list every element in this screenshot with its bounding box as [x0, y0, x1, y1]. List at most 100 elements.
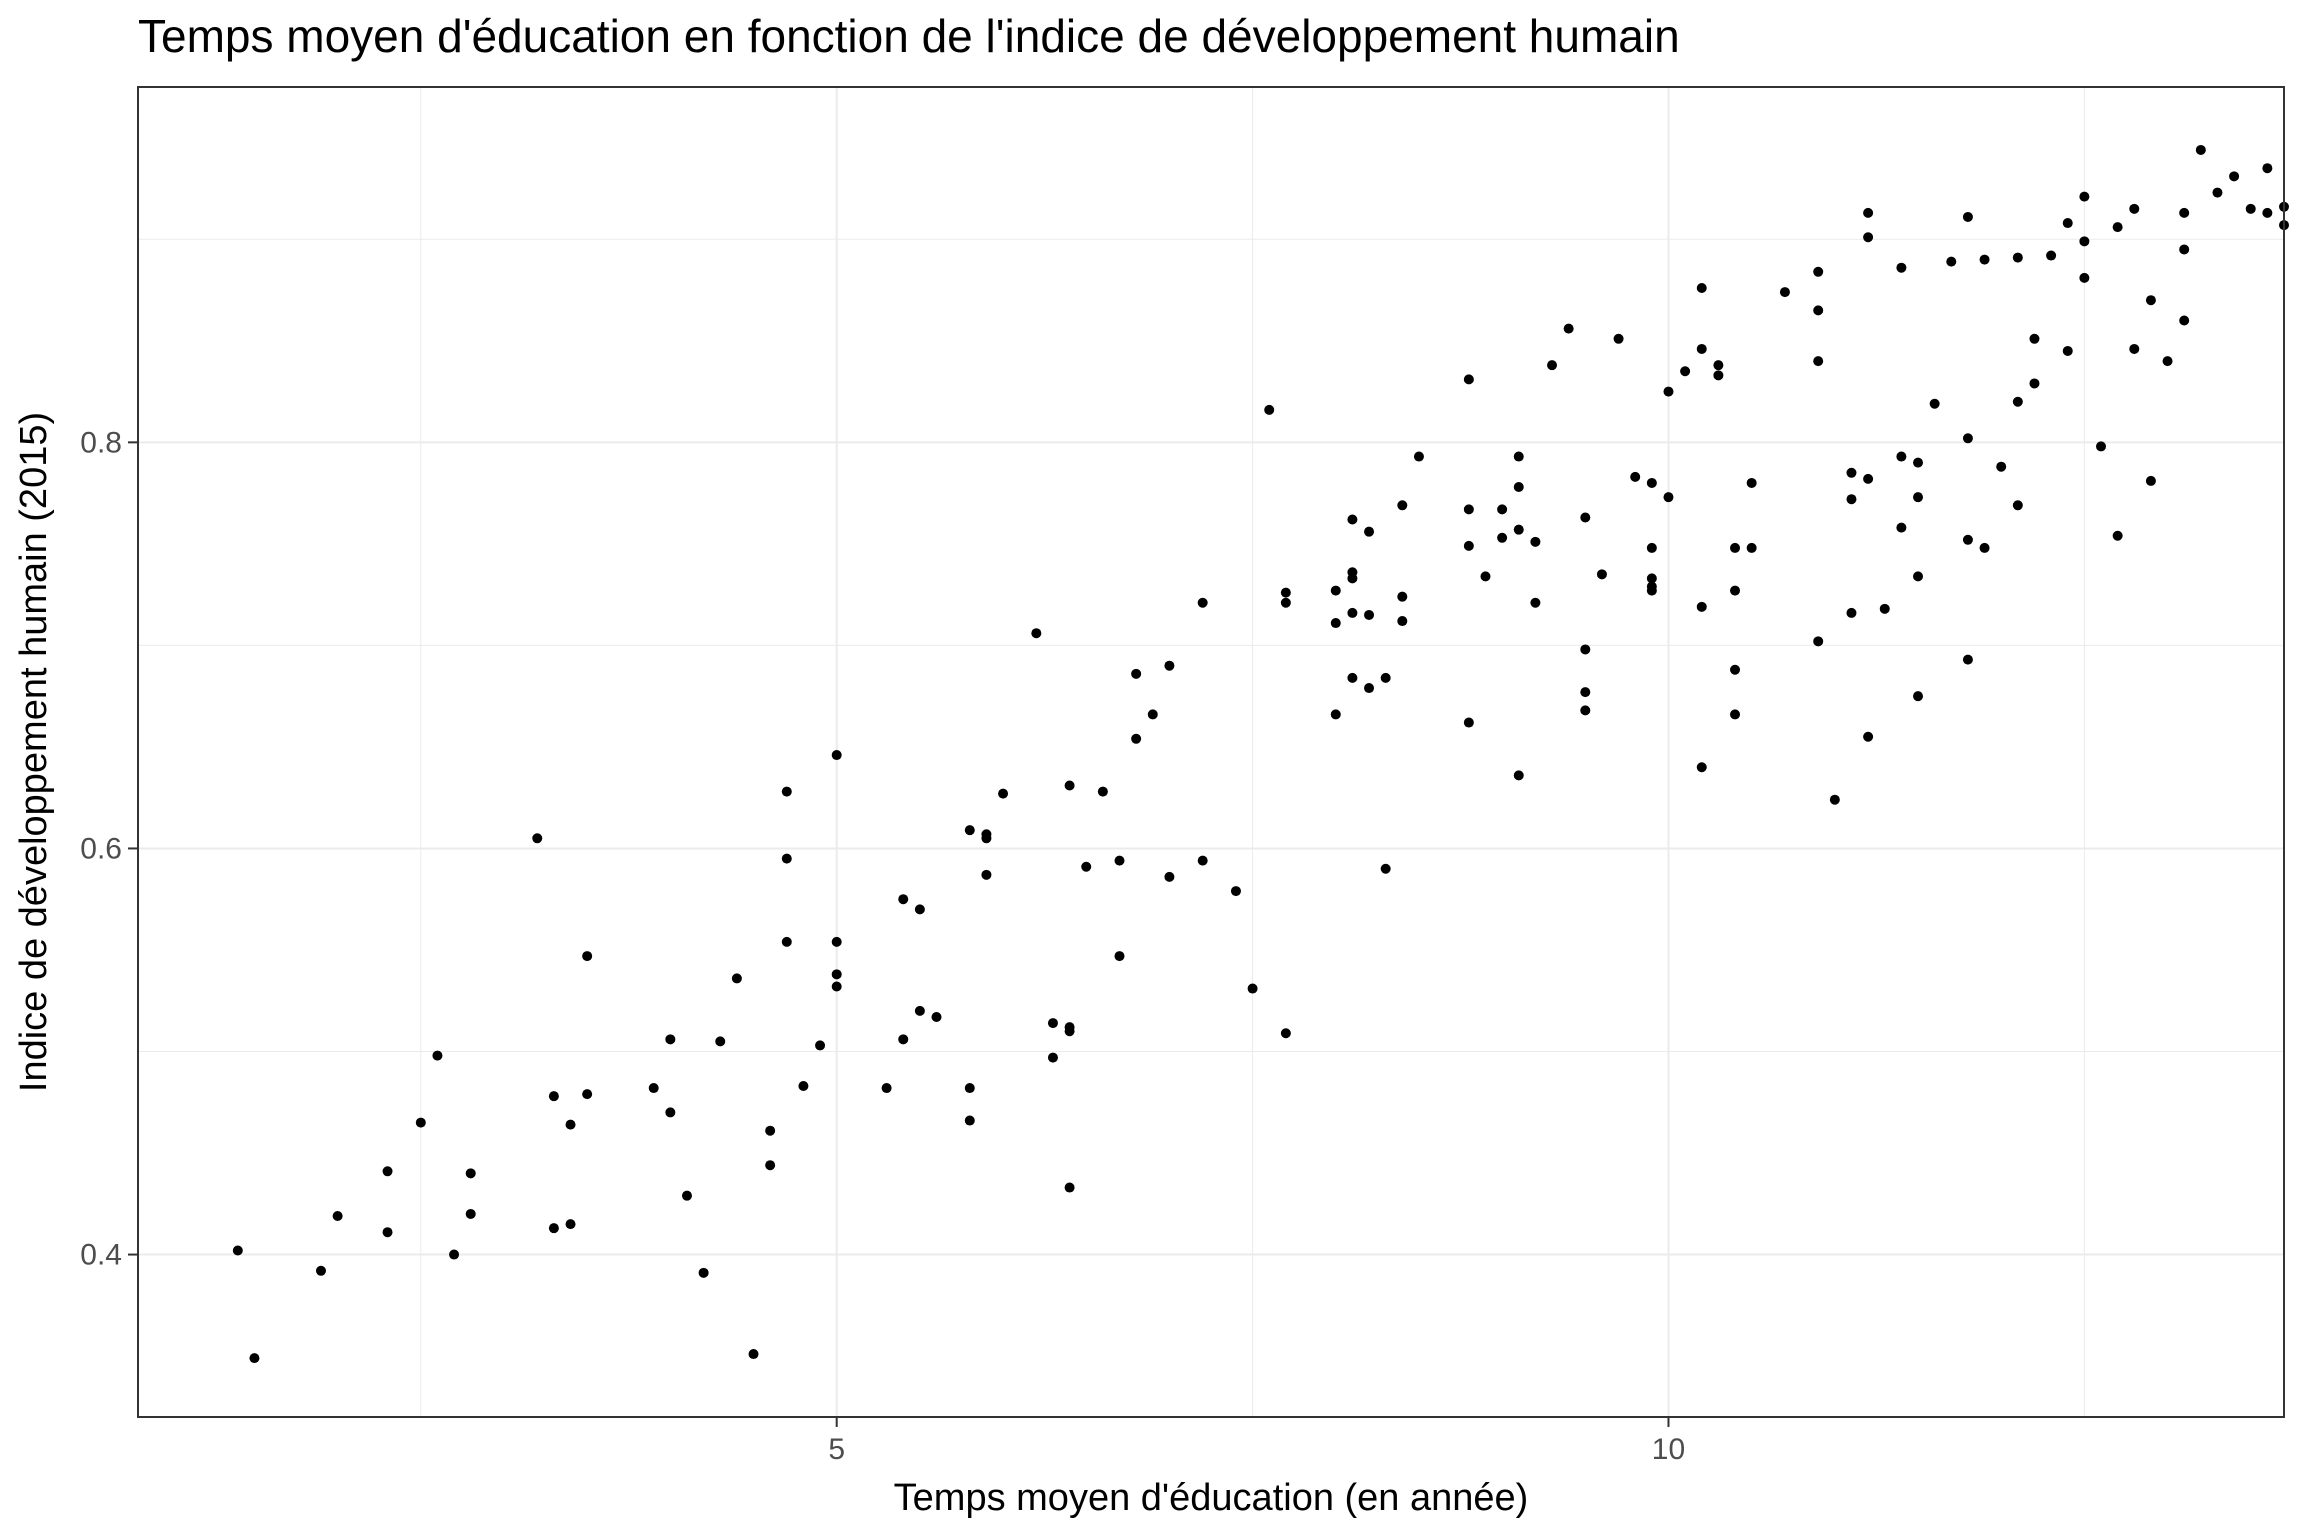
data-point	[1913, 492, 1924, 503]
data-point	[1147, 709, 1158, 720]
data-point	[2029, 333, 2040, 344]
data-point	[765, 1125, 776, 1136]
data-point	[1979, 542, 1990, 553]
data-point	[315, 1265, 326, 1276]
data-point	[1962, 654, 1973, 665]
data-point	[2129, 343, 2140, 354]
x-axis-title: Temps moyen d'éducation (en année)	[894, 1477, 1529, 1519]
data-point	[1746, 477, 1757, 488]
data-point	[981, 869, 992, 880]
data-point	[1696, 283, 1707, 294]
data-point	[1730, 664, 1741, 675]
data-point	[1613, 333, 1624, 344]
data-point	[1047, 1052, 1058, 1063]
data-point	[781, 786, 792, 797]
data-point	[1962, 211, 1973, 222]
data-point	[1330, 709, 1341, 720]
data-point	[681, 1190, 692, 1201]
data-point	[2062, 218, 2073, 229]
data-point	[1330, 618, 1341, 629]
data-point	[582, 1089, 593, 1100]
data-point	[1397, 500, 1408, 511]
data-point	[1879, 603, 1890, 614]
data-point	[1513, 770, 1524, 781]
data-point	[2079, 191, 2090, 202]
data-point	[1563, 323, 1574, 334]
data-point	[1114, 855, 1125, 866]
data-point	[1097, 786, 1108, 797]
data-point	[532, 833, 543, 844]
data-point	[2262, 163, 2273, 174]
data-point	[1497, 504, 1508, 515]
data-point	[1730, 542, 1741, 553]
data-point	[1264, 404, 1275, 415]
data-point	[2179, 207, 2190, 218]
data-point	[2062, 345, 2073, 356]
data-point	[2195, 144, 2206, 155]
data-point	[382, 1166, 393, 1177]
data-point	[1846, 494, 1857, 505]
data-point	[2012, 500, 2023, 511]
data-point	[1630, 471, 1641, 482]
data-point	[1513, 451, 1524, 462]
data-point	[1996, 461, 2007, 472]
data-point	[449, 1249, 460, 1260]
data-point	[831, 936, 842, 947]
data-point	[2012, 252, 2023, 263]
data-point	[914, 1005, 925, 1016]
data-point	[1497, 532, 1508, 543]
data-point	[1280, 1028, 1291, 1039]
data-point	[1713, 360, 1724, 371]
data-point	[898, 894, 909, 905]
data-point	[1547, 360, 1558, 371]
panel-border	[137, 86, 2285, 1418]
data-point	[582, 951, 593, 962]
data-point	[881, 1083, 892, 1094]
data-point	[964, 825, 975, 836]
data-point	[831, 981, 842, 992]
data-point	[715, 1036, 726, 1047]
data-point	[1064, 1026, 1075, 1037]
plot-panel	[138, 87, 2284, 1417]
data-point	[964, 1083, 975, 1094]
data-point	[1863, 731, 1874, 742]
data-point	[548, 1223, 559, 1234]
data-point	[1031, 628, 1042, 639]
data-point	[565, 1219, 576, 1230]
data-point	[1846, 467, 1857, 478]
data-point	[1530, 536, 1541, 547]
data-point	[2079, 236, 2090, 247]
data-point	[2145, 295, 2156, 306]
data-point	[1646, 585, 1657, 596]
data-point	[831, 969, 842, 980]
data-point	[1230, 886, 1241, 897]
y-tick-label: 0.4	[80, 1239, 122, 1272]
data-point	[1413, 451, 1424, 462]
data-point	[1064, 1182, 1075, 1193]
axes: 5 10 0.4 0.6 0.8	[80, 426, 1685, 1466]
y-tick-label: 0.6	[80, 832, 122, 865]
y-axis-title: Indice de développement humain (2015)	[13, 412, 55, 1092]
data-point	[1347, 514, 1358, 525]
data-point	[1680, 366, 1691, 377]
data-point	[1513, 524, 1524, 535]
data-point	[781, 853, 792, 864]
data-point	[1164, 871, 1175, 882]
data-point	[1280, 587, 1291, 598]
data-point	[665, 1107, 676, 1118]
data-point	[1280, 597, 1291, 608]
data-point	[1946, 256, 1957, 267]
data-point	[1646, 573, 1657, 584]
data-point	[2245, 203, 2256, 214]
data-point	[665, 1034, 676, 1045]
data-point	[2212, 187, 2223, 198]
data-point	[1913, 457, 1924, 468]
data-point	[1929, 398, 1940, 409]
data-point	[1730, 709, 1741, 720]
data-point	[1913, 571, 1924, 582]
data-point	[1713, 370, 1724, 381]
data-point	[765, 1160, 776, 1171]
data-point	[831, 750, 842, 761]
data-point	[548, 1091, 559, 1102]
data-point	[2012, 396, 2023, 407]
